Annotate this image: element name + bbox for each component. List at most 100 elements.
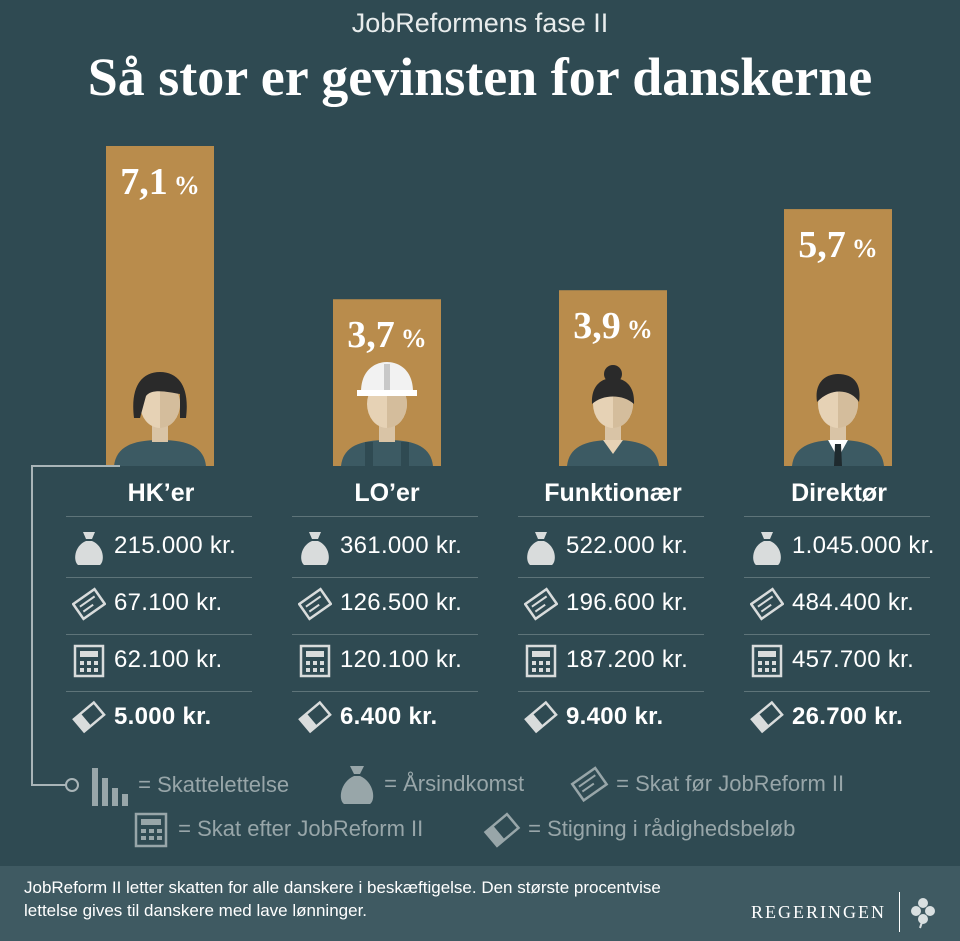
increase-note-icon bbox=[524, 700, 558, 739]
calculator-icon bbox=[72, 643, 106, 684]
subtitle: JobReformens fase II bbox=[351, 8, 609, 38]
value-income: 522.000 kr. bbox=[566, 532, 689, 559]
divider bbox=[744, 691, 930, 692]
person-icon bbox=[792, 374, 884, 466]
table-row: 361.000 kr. bbox=[292, 520, 492, 576]
money-bag-icon bbox=[72, 529, 106, 572]
table-row: 1.045.000 kr. bbox=[744, 520, 944, 576]
brand-name: REGERINGEN bbox=[751, 902, 886, 922]
value-income: 1.045.000 kr. bbox=[792, 532, 935, 559]
bar-value-label: 3,9% bbox=[573, 305, 653, 347]
group-title: Funktionær bbox=[544, 479, 682, 507]
table-row: 187.200 kr. bbox=[518, 634, 718, 690]
money-bag-icon bbox=[298, 529, 332, 572]
table-row: 522.000 kr. bbox=[518, 520, 718, 576]
group-title: HK’er bbox=[127, 479, 195, 507]
table-row: 6.400 kr. bbox=[292, 691, 492, 747]
value-increase: 26.700 kr. bbox=[792, 703, 904, 730]
divider bbox=[66, 516, 252, 517]
bar-value-label: 5,7% bbox=[798, 224, 878, 266]
bar-chart-icon bbox=[92, 768, 128, 806]
table-row: 62.100 kr. bbox=[66, 634, 266, 690]
divider bbox=[518, 634, 704, 635]
connector-line bbox=[31, 465, 120, 786]
table-row: 126.500 kr. bbox=[292, 577, 492, 633]
value-increase: 6.400 kr. bbox=[340, 703, 438, 730]
bar-value-label: 7,1% bbox=[120, 161, 200, 203]
value-tax-after: 187.200 kr. bbox=[566, 646, 689, 673]
legend-tax-before-label: = Skat før JobReform II bbox=[616, 770, 845, 796]
tax-note-icon bbox=[570, 766, 609, 803]
person-icon bbox=[114, 372, 206, 466]
page-title: Så stor er gevinsten for danskerne bbox=[87, 47, 873, 107]
tax-note-icon bbox=[749, 586, 785, 627]
money-bag-icon bbox=[750, 529, 784, 572]
bar-chart: 7,1 % 3,7% 3,9 % 5,7% bbox=[31, 146, 892, 792]
table-row: 457.700 kr. bbox=[744, 634, 944, 690]
brand-divider bbox=[899, 892, 900, 932]
divider bbox=[66, 577, 252, 578]
legend-tax-relief-label: = Skattelettelse bbox=[138, 771, 290, 797]
table-row: 67.100 kr. bbox=[66, 577, 266, 633]
value-tax-before: 196.600 kr. bbox=[566, 589, 689, 616]
divider bbox=[518, 577, 704, 578]
value-increase: 5.000 kr. bbox=[114, 703, 212, 730]
table-row: 196.600 kr. bbox=[518, 577, 718, 633]
legend-income: = Årsindkomst bbox=[336, 762, 524, 808]
calculator-icon bbox=[524, 643, 558, 684]
legend-increase: = Stigning i rådighedsbeløb bbox=[482, 810, 795, 850]
money-bag-icon bbox=[524, 529, 558, 572]
divider bbox=[744, 634, 930, 635]
clover-logo-icon bbox=[911, 898, 935, 929]
tax-note-icon bbox=[71, 586, 107, 627]
tax-note-icon bbox=[297, 586, 333, 627]
legend-tax-after-label: = Skat efter JobReform II bbox=[178, 815, 424, 841]
value-tax-before: 126.500 kr. bbox=[340, 589, 463, 616]
group-title: LO’er bbox=[354, 479, 420, 507]
table-row: 5.000 kr. bbox=[66, 691, 266, 747]
divider bbox=[292, 516, 478, 517]
table-row: 484.400 kr. bbox=[744, 577, 944, 633]
divider bbox=[292, 691, 478, 692]
money-bag-icon bbox=[340, 766, 374, 804]
legend-tax-relief: = Skattelettelse bbox=[90, 764, 289, 808]
divider bbox=[518, 691, 704, 692]
value-tax-after: 457.700 kr. bbox=[792, 646, 915, 673]
value-tax-after: 62.100 kr. bbox=[114, 646, 223, 673]
bar-value-label: 3,7% bbox=[347, 314, 427, 356]
table-row: 9.400 kr. bbox=[518, 691, 718, 747]
divider bbox=[66, 691, 252, 692]
value-tax-before: 484.400 kr. bbox=[792, 589, 915, 616]
footer-text: JobReform II letter skatten for alle dan… bbox=[24, 878, 661, 920]
person-icon bbox=[567, 365, 659, 466]
legend-tax-after: = Skat efter JobReform II bbox=[132, 810, 423, 850]
divider bbox=[292, 577, 478, 578]
value-tax-before: 67.100 kr. bbox=[114, 589, 223, 616]
divider bbox=[66, 634, 252, 635]
tax-note-icon bbox=[523, 586, 559, 627]
table-row: 26.700 kr. bbox=[744, 691, 944, 747]
value-increase: 9.400 kr. bbox=[566, 703, 664, 730]
value-tax-after: 120.100 kr. bbox=[340, 646, 463, 673]
person-icon bbox=[341, 362, 433, 466]
divider bbox=[744, 577, 930, 578]
divider bbox=[292, 634, 478, 635]
divider bbox=[518, 516, 704, 517]
table-row: 215.000 kr. bbox=[66, 520, 266, 576]
increase-note-icon bbox=[483, 812, 521, 848]
legend-income-label: = Årsindkomst bbox=[384, 770, 525, 796]
footer: JobReform II letter skatten for alle dan… bbox=[0, 866, 960, 941]
group-title: Direktør bbox=[791, 479, 887, 507]
increase-note-icon bbox=[72, 700, 106, 739]
connector-dot bbox=[65, 778, 79, 792]
increase-note-icon bbox=[298, 700, 332, 739]
divider bbox=[744, 516, 930, 517]
legend-tax-before: = Skat før JobReform II bbox=[570, 764, 844, 806]
calculator-icon bbox=[134, 812, 168, 848]
legend-increase-label: = Stigning i rådighedsbeløb bbox=[528, 815, 796, 841]
table-row: 120.100 kr. bbox=[292, 634, 492, 690]
value-income: 215.000 kr. bbox=[114, 532, 237, 559]
value-income: 361.000 kr. bbox=[340, 532, 463, 559]
calculator-icon bbox=[298, 643, 332, 684]
